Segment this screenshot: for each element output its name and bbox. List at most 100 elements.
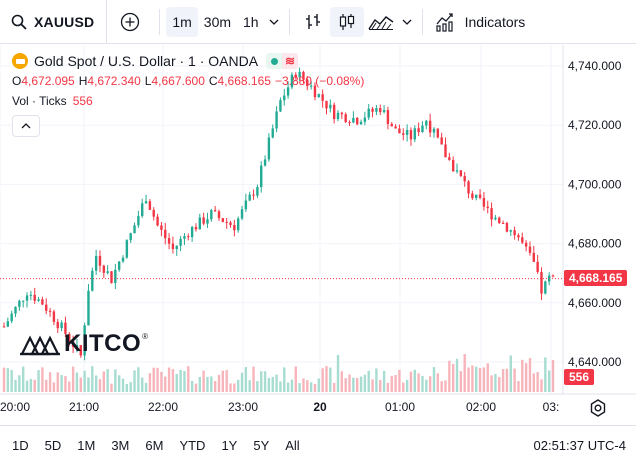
volume-bar — [45, 379, 48, 392]
candle-body — [409, 130, 413, 140]
volume-bar — [421, 375, 424, 392]
bar-chart-type-button[interactable] — [296, 7, 330, 37]
volume-bar — [524, 363, 528, 392]
high-key: H — [78, 74, 88, 88]
volume-bar — [125, 383, 129, 392]
candle-body — [544, 281, 547, 294]
candle-body — [87, 290, 90, 326]
legend-title[interactable]: Gold Spot / U.S. Dollar · 1 · OANDA — [34, 53, 259, 69]
candle-body — [75, 345, 79, 347]
time-scale: 20:00 21:00 22:00 23:00 20 01:00 02:00 03: — [0, 393, 636, 414]
time-tick-label: 23:00 — [228, 400, 258, 414]
open-key: O — [12, 74, 22, 88]
candles-chart-type-button[interactable] — [329, 6, 364, 37]
volume-bar — [91, 366, 94, 392]
time-tick-label: 03: — [543, 400, 560, 414]
candle-body — [505, 223, 509, 232]
indicators-button[interactable]: Indicators — [429, 7, 532, 37]
volume-bar — [425, 379, 428, 392]
candle-body — [478, 194, 482, 198]
time-tick-label: 20 — [313, 400, 327, 414]
interval-1h-button[interactable]: 1h — [237, 7, 265, 37]
range-6m-button[interactable]: 6M — [145, 438, 164, 453]
candle-body — [21, 300, 25, 302]
range-1m-button[interactable]: 1M — [77, 438, 96, 453]
candle-body — [524, 242, 528, 247]
range-5d-button[interactable]: 5D — [44, 438, 62, 453]
volume-bar — [213, 381, 217, 392]
candle-body — [267, 137, 271, 160]
volume-bar — [244, 366, 248, 392]
market-status-badge[interactable]: ≋ — [266, 53, 299, 69]
volume-bar — [133, 370, 136, 392]
candle-body — [217, 211, 221, 219]
interval-30m-button[interactable]: 30m — [198, 7, 237, 37]
range-ytd-button[interactable]: YTD — [179, 438, 206, 453]
candle-body — [394, 126, 397, 129]
volume-bar — [229, 383, 232, 392]
range-1y-button[interactable]: 1Y — [221, 438, 238, 453]
candle-body — [486, 206, 489, 209]
candle-body — [98, 255, 102, 266]
volume-bar — [187, 366, 190, 392]
compare-add-button[interactable] — [113, 7, 147, 37]
symbol-search[interactable]: XAUUSD — [0, 0, 108, 44]
candle-body — [68, 333, 71, 342]
time-tick-label: 20:00 — [0, 400, 30, 414]
volume-bar — [536, 371, 539, 392]
volume-label[interactable]: Vol · Ticks — [12, 94, 67, 108]
indicators-icon — [435, 12, 453, 32]
volume-bar — [517, 381, 520, 392]
settings-icon[interactable] — [588, 398, 608, 418]
candle-body — [129, 233, 132, 241]
range-3m-button[interactable]: 3M — [111, 438, 130, 453]
candle-body — [528, 246, 532, 253]
range-1d-button[interactable]: 1D — [12, 438, 29, 453]
kitco-logo: KITCO ® — [18, 330, 148, 358]
candle-body — [444, 144, 447, 158]
volume-bar — [344, 378, 347, 392]
candle-body — [471, 193, 474, 199]
candle-body — [41, 299, 44, 305]
collapse-legend-button[interactable] — [12, 115, 40, 137]
volume-bar — [194, 383, 198, 392]
interval-label: 1m — [172, 13, 192, 30]
volume-bar — [256, 381, 259, 392]
interval-dropdown[interactable] — [265, 7, 283, 37]
candle-body — [198, 217, 201, 230]
candle-body — [91, 270, 94, 291]
volume-bar — [532, 373, 536, 392]
area-chart-type-button[interactable] — [364, 7, 398, 37]
candle-body — [125, 240, 129, 258]
volume-bar — [14, 379, 17, 392]
candle-body — [463, 176, 466, 182]
candle-body — [6, 321, 10, 327]
candle-body — [60, 322, 63, 329]
interval-1m-button[interactable]: 1m — [166, 6, 198, 37]
close-value: 4,668.165 — [217, 74, 271, 88]
range-5y-button[interactable]: 5Y — [253, 438, 270, 453]
volume-bar — [367, 370, 370, 392]
candle-body — [37, 299, 40, 301]
plus-circle-icon — [121, 12, 140, 31]
range-all-button[interactable]: All — [285, 438, 300, 453]
candle-body — [275, 111, 278, 129]
time-zone-clock[interactable]: 02:51:37 UTC-4 — [533, 438, 627, 453]
candle-body — [14, 306, 17, 314]
volume-bar — [148, 373, 152, 392]
candle-body — [260, 165, 263, 188]
candle-body — [294, 74, 297, 78]
volume-bar — [71, 366, 75, 392]
candle-body — [290, 74, 294, 88]
volume-bar — [467, 367, 470, 392]
candle-body — [213, 210, 217, 212]
volume-bar — [494, 374, 497, 392]
candle-body — [298, 71, 301, 78]
candle-body — [286, 87, 290, 96]
volume-bar — [428, 376, 432, 392]
candle-body — [398, 128, 401, 134]
price-chart[interactable]: 4,640.000 4,660.000 4,680.000 4,700.000 4,72… — [0, 45, 636, 425]
volume-bar — [386, 382, 390, 392]
chart-type-dropdown[interactable] — [398, 7, 416, 37]
candle-body — [18, 300, 21, 307]
